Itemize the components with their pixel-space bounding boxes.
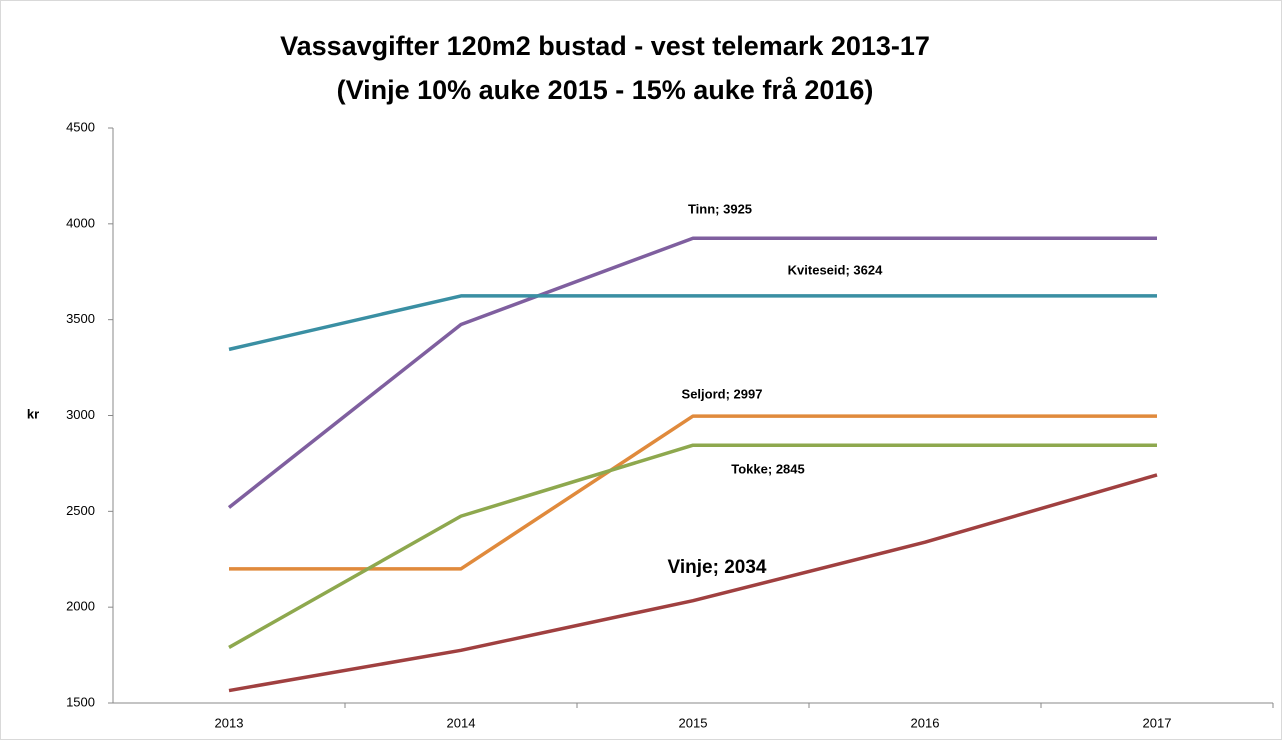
annotation: Seljord; 2997: [682, 386, 763, 401]
x-tick-label: 2013: [215, 715, 244, 730]
series-line: [229, 414, 1157, 571]
x-tick-label: 2016: [911, 715, 940, 730]
annotation: Kviteseid; 3624: [788, 262, 883, 277]
annotation: Tokke; 2845: [731, 461, 804, 476]
y-tick-label: 3000: [66, 407, 95, 422]
annotation: Vinje; 2034: [668, 557, 767, 578]
series-line: [228, 473, 1158, 693]
series-line: [228, 443, 1157, 649]
y-tick-label: 2500: [66, 503, 95, 518]
y-tick-label: 3500: [66, 311, 95, 326]
y-tick-label: 4000: [66, 215, 95, 230]
x-tick-label: 2015: [679, 715, 708, 730]
x-tick-label: 2017: [1143, 715, 1172, 730]
series-line: [227, 236, 1157, 509]
x-tick-label: 2014: [447, 715, 476, 730]
chart-title: Vassavgifter 120m2 bustad - vest telemar…: [280, 31, 930, 61]
y-tick-label: 1500: [66, 694, 95, 709]
series-line: [228, 294, 1157, 352]
y-tick-label: 2000: [66, 599, 95, 614]
y-axis-label: kr: [27, 406, 39, 421]
annotation: Tinn; 3925: [688, 201, 752, 216]
y-tick-label: 4500: [66, 119, 95, 134]
chart-subtitle: (Vinje 10% auke 2015 - 15% auke frå 2016…: [337, 75, 874, 105]
